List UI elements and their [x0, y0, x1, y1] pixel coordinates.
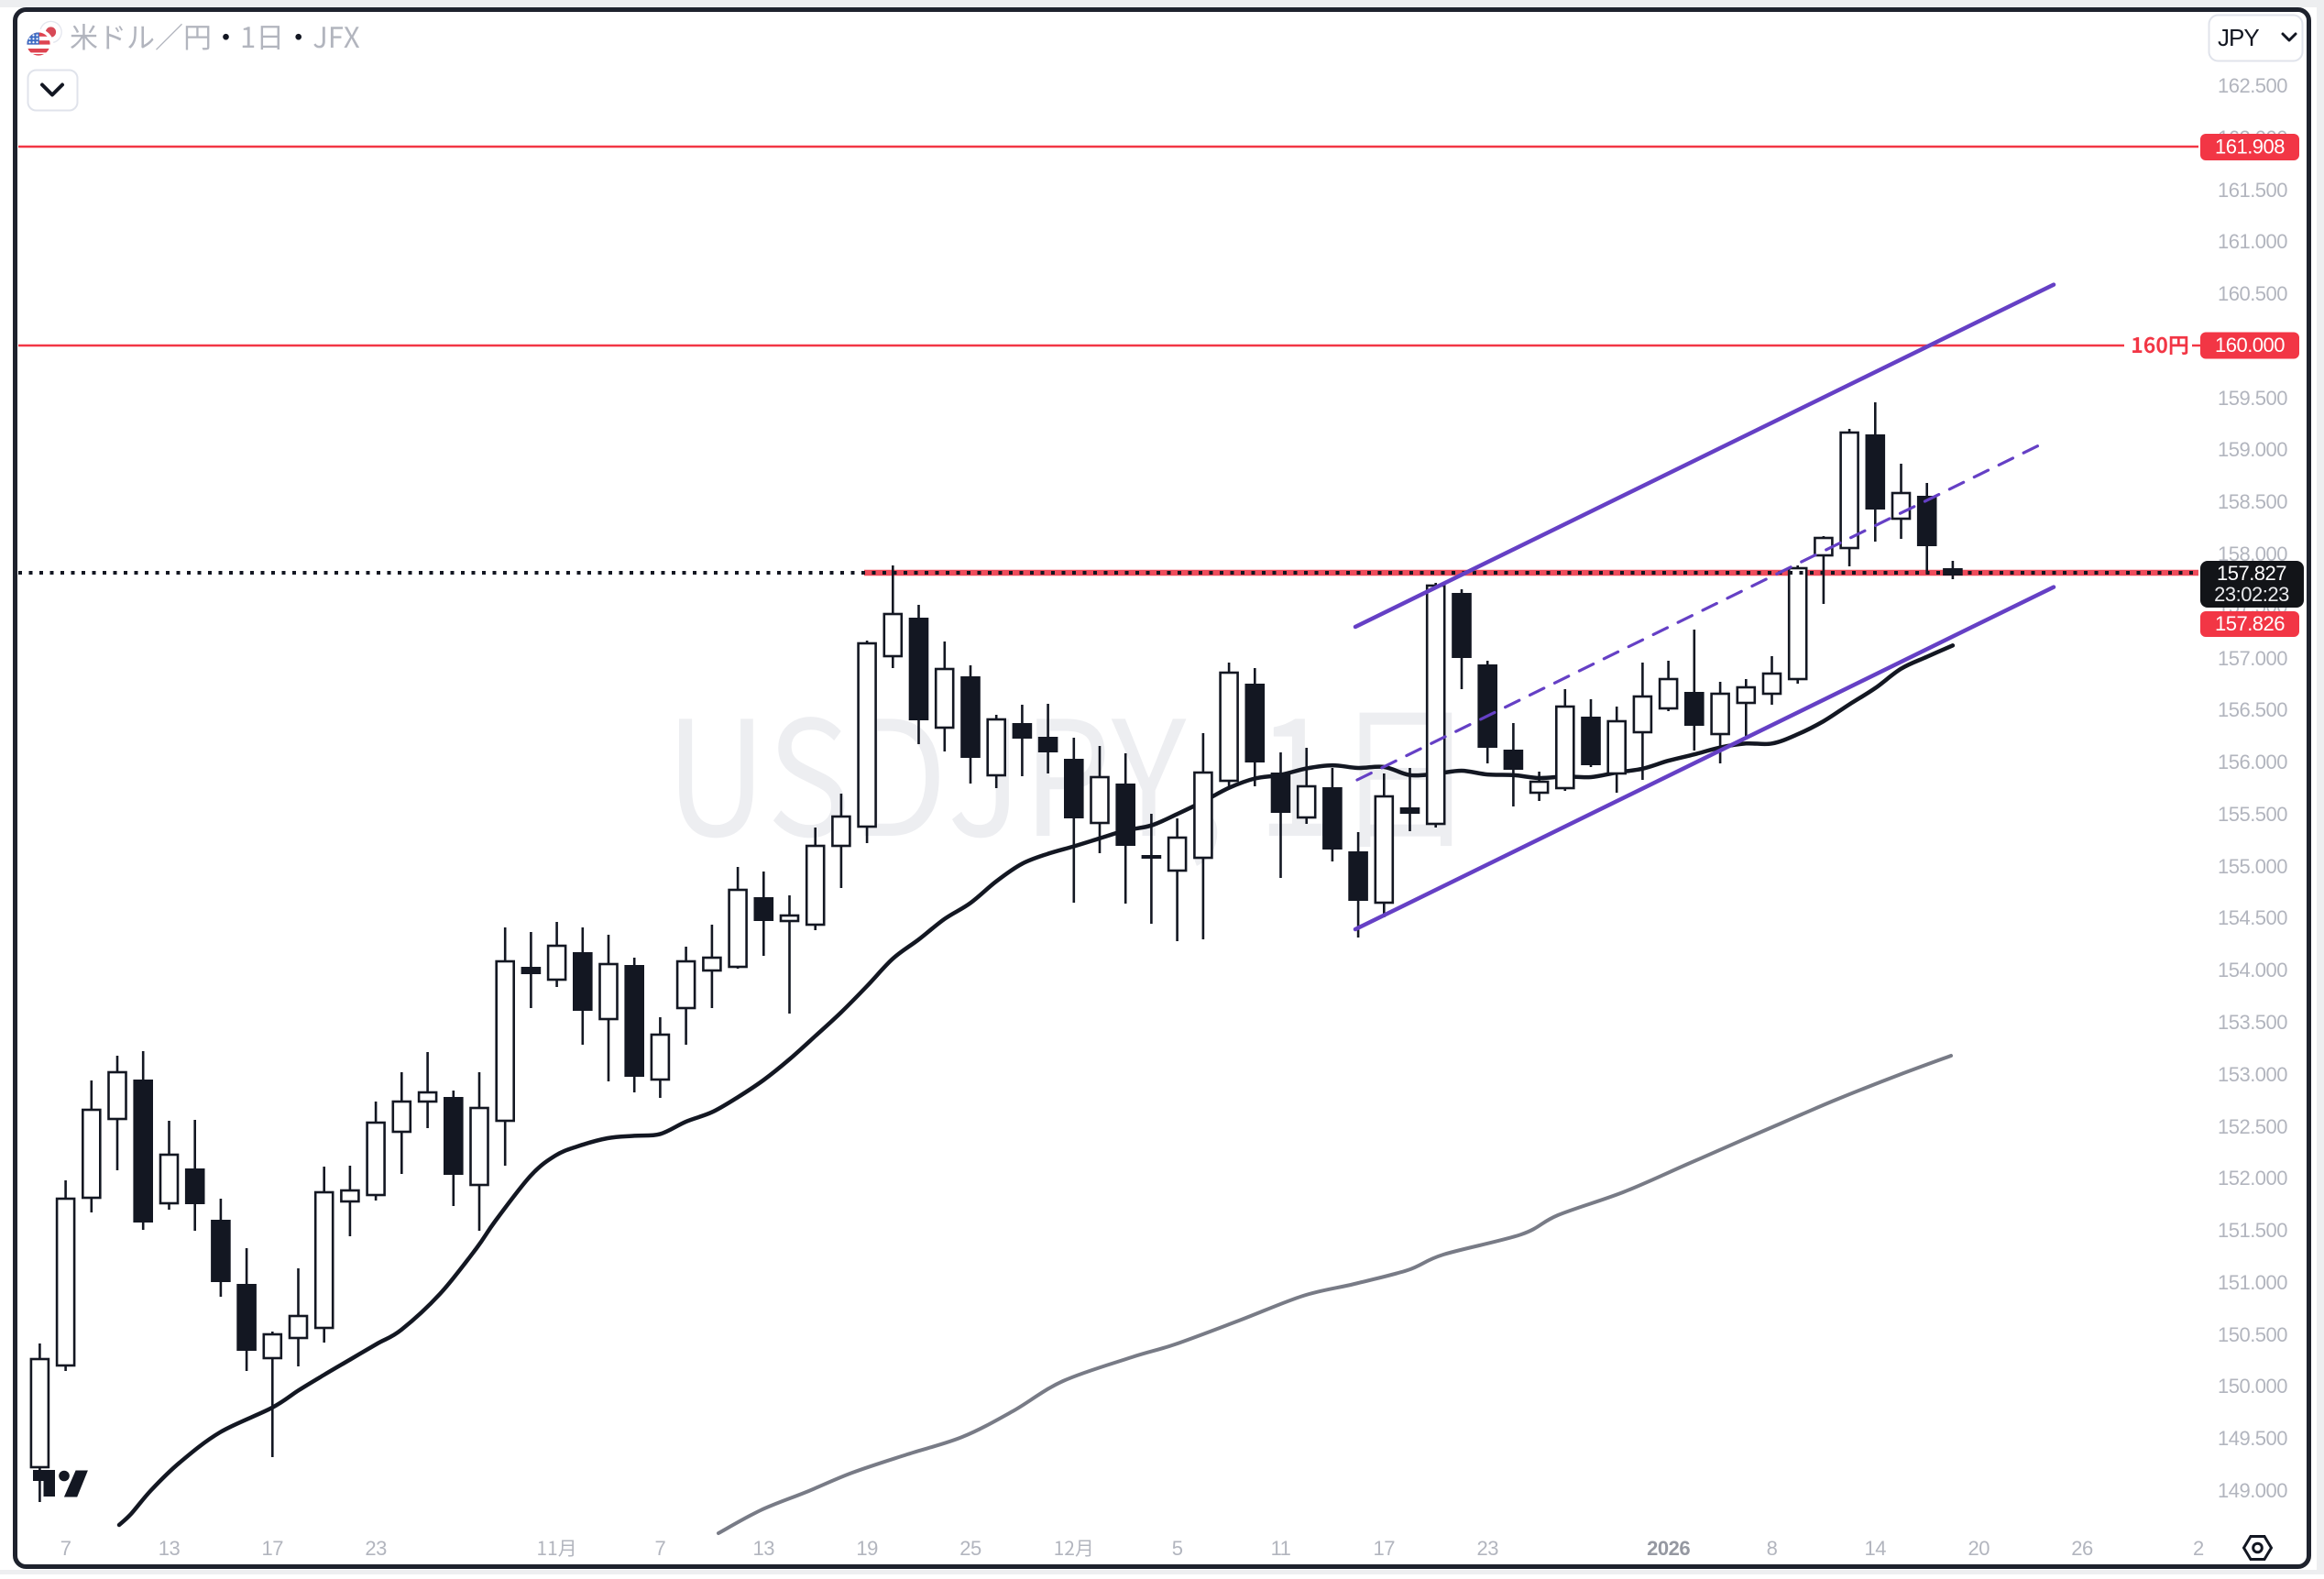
svg-text:160.000: 160.000	[2215, 334, 2285, 356]
svg-text:149.500: 149.500	[2218, 1427, 2287, 1450]
svg-text:23:02:23: 23:02:23	[2214, 583, 2289, 606]
svg-text:149.000: 149.000	[2218, 1479, 2287, 1502]
svg-text:2026: 2026	[1647, 1537, 1690, 1560]
svg-text:13: 13	[753, 1537, 775, 1560]
svg-text:156.000: 156.000	[2218, 751, 2287, 773]
svg-text:159.000: 159.000	[2218, 438, 2287, 461]
svg-text:156.500: 156.500	[2218, 698, 2287, 721]
svg-text:7: 7	[655, 1537, 666, 1560]
svg-text:13: 13	[159, 1537, 181, 1560]
svg-text:7: 7	[60, 1537, 71, 1560]
svg-text:23: 23	[1476, 1537, 1498, 1560]
svg-text:160.500: 160.500	[2218, 282, 2287, 305]
svg-text:157.826: 157.826	[2215, 612, 2285, 635]
svg-text:26: 26	[2071, 1537, 2093, 1560]
svg-text:154.000: 154.000	[2218, 959, 2287, 981]
svg-text:5: 5	[1172, 1537, 1183, 1560]
svg-text:153.500: 153.500	[2218, 1011, 2287, 1034]
svg-text:11: 11	[1271, 1537, 1291, 1560]
svg-text:152.500: 152.500	[2218, 1115, 2287, 1138]
svg-text:19: 19	[856, 1537, 878, 1560]
svg-text:150.500: 150.500	[2218, 1323, 2287, 1346]
svg-text:2: 2	[2193, 1537, 2204, 1560]
svg-text:157.827: 157.827	[2217, 562, 2286, 585]
svg-text:17: 17	[262, 1537, 284, 1560]
svg-text:161.908: 161.908	[2215, 136, 2285, 159]
svg-text:154.500: 154.500	[2218, 906, 2287, 929]
svg-text:150.000: 150.000	[2218, 1375, 2287, 1398]
svg-text:153.000: 153.000	[2218, 1063, 2287, 1086]
svg-text:JPY: JPY	[2218, 24, 2259, 51]
svg-text:155.000: 155.000	[2218, 855, 2287, 878]
svg-text:159.500: 159.500	[2218, 387, 2287, 410]
svg-text:23: 23	[365, 1537, 387, 1560]
svg-text:152.000: 152.000	[2218, 1167, 2287, 1190]
svg-text:14: 14	[1865, 1537, 1887, 1560]
svg-text:161.500: 161.500	[2218, 179, 2287, 202]
svg-text:151.500: 151.500	[2218, 1219, 2287, 1242]
svg-text:157.000: 157.000	[2218, 647, 2287, 670]
svg-text:20: 20	[1968, 1537, 1990, 1560]
svg-text:25: 25	[959, 1537, 981, 1560]
svg-text:155.500: 155.500	[2218, 803, 2287, 826]
svg-text:8: 8	[1767, 1537, 1778, 1560]
svg-text:162.500: 162.500	[2218, 74, 2287, 97]
svg-text:151.000: 151.000	[2218, 1271, 2287, 1294]
svg-text:17: 17	[1374, 1537, 1396, 1560]
svg-text:161.000: 161.000	[2218, 230, 2287, 253]
svg-text:158.500: 158.500	[2218, 490, 2287, 513]
